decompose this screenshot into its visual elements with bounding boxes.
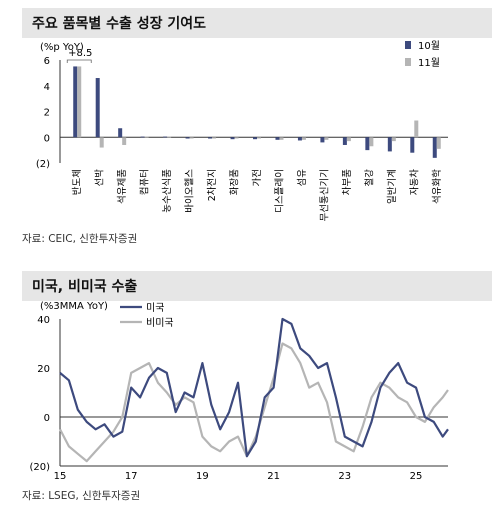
y-tick-label: 6 [44,56,50,67]
bar-nov [77,66,82,138]
bar-oct [342,137,347,145]
bar-nov [436,137,441,149]
bar-oct [275,137,280,140]
category-label: 디스플레이 [274,169,285,213]
bar-nov [212,137,217,139]
y-tick-label: 0 [44,133,50,144]
category-label: 무선통신기기 [319,169,330,221]
y-tick-label: 0 [44,413,50,424]
product-contribution-chart: (%p YoY) 6 4 2 0 (2) 반도체 선박 석유제품 컴퓨터 농수산식품 바이오헬스 2차전… [36,40,448,221]
bar-oct [185,137,190,139]
category-label: 바이오헬스 [185,169,196,213]
legend-swatch [405,58,411,66]
line-us [59,317,449,458]
category-label: 선박 [95,169,106,187]
y-axis-label: (%p YoY) [40,42,84,53]
bar-nov [189,137,194,139]
bar-nov [234,137,239,139]
category-label: 석유화학 [432,169,443,204]
bar-oct [320,137,325,143]
bar-oct [230,137,235,140]
bar-nov [324,137,329,140]
category-label: 2차전지 [206,169,218,201]
bar-nov [99,137,104,148]
y-tick-label: 20 [37,364,50,375]
y-axis-label: (%3MMA YoY) [40,301,108,312]
bar-oct [387,137,392,152]
x-tick-label: 15 [54,471,67,481]
bar-oct [297,137,302,141]
bar-oct [208,137,213,139]
bar-nov [167,136,172,138]
category-label: 가전 [252,169,263,186]
bar-oct [118,128,123,138]
bar-oct [73,66,78,138]
y-tick-label: (20) [29,462,50,473]
bar-nov [144,136,149,138]
panel1-header: 주요 품목별 수출 성장 기여도 [22,8,492,38]
bar-oct [140,136,145,138]
y-tick-label: 2 [44,108,50,119]
bar-nov [301,137,306,140]
y-tick-label: (2) [36,159,50,170]
bar-oct [365,137,370,151]
y-tick-label: 4 [44,82,50,93]
panel2-title: 미국, 비미국 수출 [32,279,138,295]
legend-label: 10월 [418,40,440,52]
annotation-bracket [66,59,92,63]
legend-label: 11월 [418,57,440,69]
bar-nov [122,137,127,145]
category-label: 컴퓨터 [139,169,151,195]
panel1-source: 자료: CEIC, 신한투자증권 [22,233,138,245]
panel2-header: 미국, 비미국 수출 [22,271,492,301]
category-label: 농수산식품 [162,169,173,213]
bar-nov [391,137,396,142]
bar-nov [346,137,351,142]
panel1-title: 주요 품목별 수출 성장 기여도 [32,16,207,32]
bar-oct [432,137,437,158]
bar-nov [257,137,261,139]
x-tick-label: 19 [196,471,209,481]
category-label: 섬유 [297,169,308,187]
category-label: 석유제품 [117,169,128,204]
overflow-annotation: +8.5 [68,48,92,59]
legend-label: 비미국 [146,317,174,329]
category-label: 자동차 [408,169,420,195]
x-tick-label: 21 [267,471,280,481]
category-label: 반도체 [72,169,83,195]
category-label: 화장품 [230,169,241,195]
bar-oct [253,137,257,140]
x-tick-label: 17 [125,471,138,481]
bar-oct [163,136,168,138]
bar-nov [414,120,419,138]
x-tick-label: 23 [338,471,351,481]
panel2-source: 자료: LSEG, 신한투자증권 [22,490,141,502]
category-label: 철강 [364,169,375,187]
bar-oct [95,78,100,138]
legend-label: 미국 [146,302,164,314]
y-tick-label: 40 [37,315,50,326]
legend-swatch [405,41,411,49]
category-label: 차부품 [341,169,353,195]
bar-nov [369,137,374,147]
bar-nov [279,137,284,140]
bar-oct [410,137,415,153]
category-label: 일반기계 [386,169,398,204]
x-tick-label: 25 [410,471,423,481]
